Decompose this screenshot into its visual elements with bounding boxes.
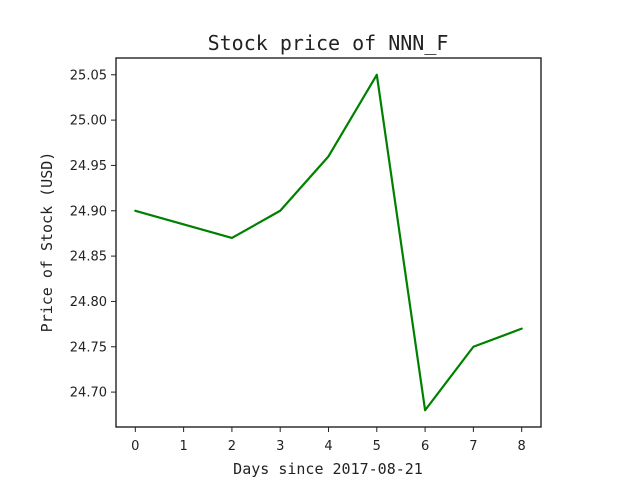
y-tick-label: 24.70 (70, 386, 107, 401)
x-tick-label: 6 (421, 439, 429, 454)
x-tick-label: 3 (276, 439, 284, 454)
x-tick-label: 8 (518, 439, 526, 454)
y-axis-label: Price of Stock (USD) (38, 152, 56, 333)
y-tick-label: 24.95 (70, 159, 107, 174)
chart-title: Stock price of NNN_F (208, 31, 449, 55)
x-tick-label: 5 (373, 439, 381, 454)
x-tick-label: 2 (228, 439, 236, 454)
y-tick-label: 24.85 (70, 250, 107, 265)
plot-area (134, 73, 523, 412)
y-tick-label: 25.00 (70, 114, 107, 129)
x-axis-label: Days since 2017-08-21 (233, 460, 423, 478)
y-tick-label: 24.75 (70, 340, 107, 355)
x-tick-label: 7 (469, 439, 477, 454)
plot-frame (115, 57, 542, 428)
y-axis: 24.70 24.75 24.80 24.85 24.90 24.95 25.00 25.05 (70, 68, 116, 401)
series-line-0 (134, 73, 523, 412)
y-tick-label: 24.90 (70, 204, 107, 219)
x-tick-label: 0 (131, 439, 139, 454)
y-tick-label: 25.05 (70, 68, 107, 83)
x-axis: 0 1 2 3 4 5 6 7 8 (131, 427, 526, 454)
y-tick-label: 24.80 (70, 295, 107, 310)
x-tick-label: 1 (179, 439, 187, 454)
x-tick-label: 4 (324, 439, 332, 454)
